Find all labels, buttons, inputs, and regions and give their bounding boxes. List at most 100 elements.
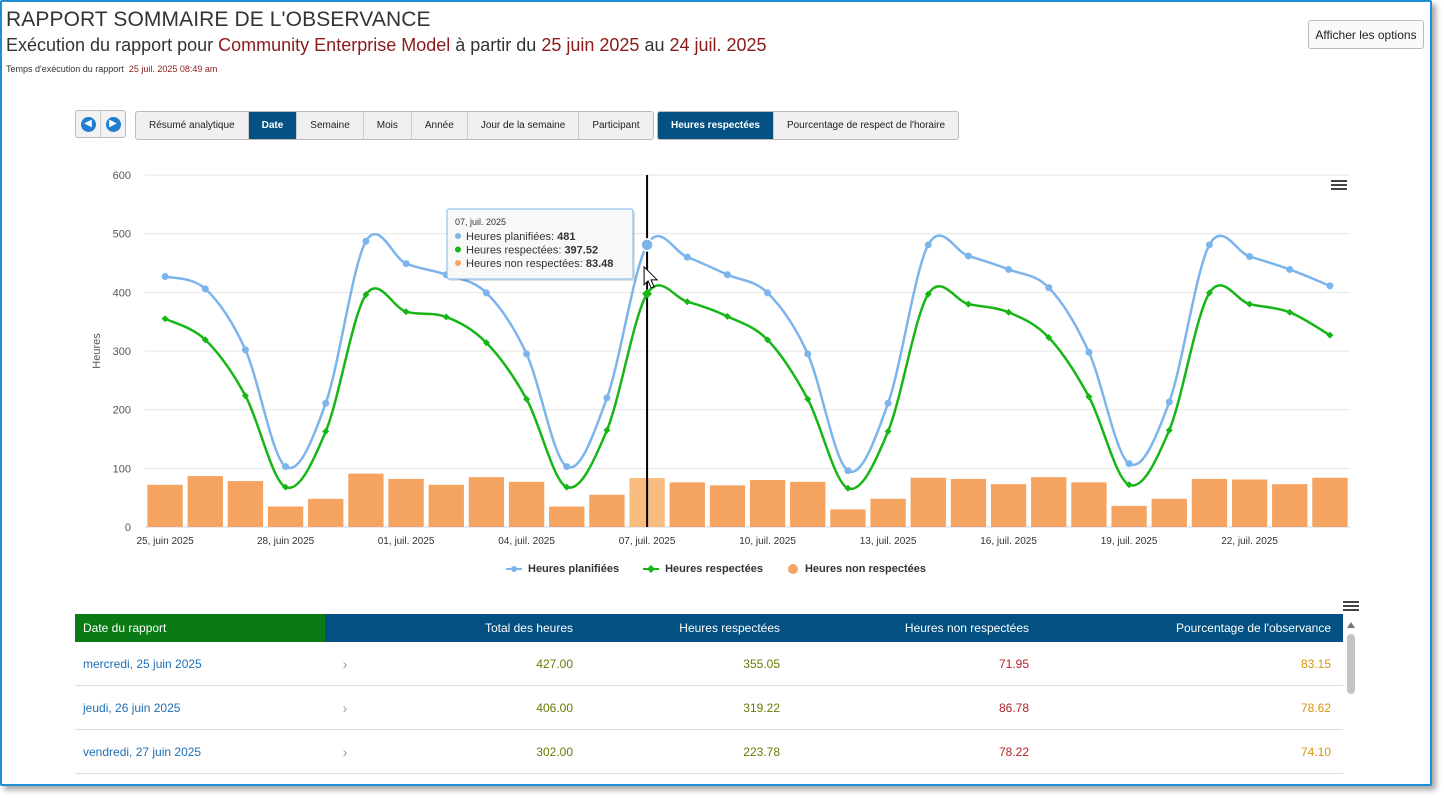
series-line — [164, 232, 1331, 474]
y-tick-label: 300 — [113, 346, 131, 358]
bar-non-respected — [990, 484, 1027, 527]
chevron-right-icon[interactable]: › — [342, 699, 348, 716]
point-respected — [1125, 481, 1133, 489]
point-respected — [442, 313, 450, 321]
col-percent-header[interactable]: Pourcentage de l'observance — [1175, 621, 1331, 635]
show-options-button[interactable]: Afficher les options — [1308, 20, 1424, 49]
point-planned — [161, 272, 169, 280]
bar-non-respected — [227, 481, 264, 527]
chevron-right-icon[interactable]: › — [342, 655, 348, 672]
tab-group-6[interactable]: Participant — [578, 112, 652, 139]
bar-non-respected — [1031, 477, 1067, 527]
chevron-right-icon[interactable]: › — [342, 743, 348, 760]
point-respected — [241, 392, 249, 400]
row-date-link[interactable]: mercredi, 25 juin 2025 — [83, 656, 202, 671]
bar-non-respected — [790, 481, 826, 527]
mouse-cursor-icon — [643, 265, 659, 289]
point-respected — [402, 308, 410, 316]
chart-menu-icon[interactable] — [1331, 178, 1347, 192]
col-not-respected-header[interactable]: Heures non respectées — [904, 621, 1029, 635]
table-scrollbar[interactable] — [1346, 622, 1356, 782]
point-respected — [964, 300, 972, 308]
tab-group-3[interactable]: Mois — [362, 112, 411, 139]
table-row[interactable]: mercredi, 25 juin 2025 › 427.00 355.05 71.95… — [75, 642, 1343, 686]
point-respected — [482, 339, 490, 347]
scroll-up-icon[interactable] — [1347, 622, 1355, 628]
point-planned — [1165, 398, 1173, 406]
point-respected — [161, 315, 169, 323]
bar-non-respected — [468, 477, 505, 527]
x-tick-label: 16, juil. 2025 — [980, 536, 1037, 547]
series-line — [164, 284, 1331, 491]
bar-non-respected — [1231, 479, 1268, 527]
legend-line-icon — [643, 565, 660, 573]
next-period-button[interactable]: ▶ — [100, 111, 125, 137]
legend-item-2[interactable]: Heures non respectées — [787, 563, 926, 575]
point-planned — [523, 350, 531, 358]
col-total-header[interactable]: Total des heures — [484, 621, 573, 635]
bar-non-respected — [910, 477, 946, 527]
row-date-link[interactable]: vendredi, 27 juin 2025 — [83, 744, 202, 759]
bar-non-respected — [1312, 477, 1348, 527]
hours-chart: 0 100 200 300 400 500 600 Heures 25, juin 2025 28… — [91, 170, 1350, 547]
tab-group-0[interactable]: Résumé analytique — [149, 120, 235, 131]
y-axis-label: Heures — [91, 333, 103, 369]
col-date-header[interactable]: Date du rapport — [75, 614, 325, 642]
row-respected-hours: 355.05 — [743, 656, 780, 671]
point-planned — [241, 346, 249, 354]
start-date: 25 juin 2025 — [541, 35, 640, 55]
point-planned — [1205, 241, 1213, 249]
point-planned — [1286, 265, 1294, 273]
col-respected-header[interactable]: Heures respectées — [679, 621, 780, 635]
bar-non-respected — [428, 484, 464, 527]
tab-group-4[interactable]: Année — [410, 112, 467, 139]
point-planned — [563, 463, 571, 471]
point-respected — [201, 336, 209, 344]
legend-item-1[interactable]: Heures respectées — [643, 563, 763, 575]
prev-period-button[interactable]: ◀ — [76, 111, 100, 137]
point-planned — [282, 463, 290, 471]
tab-metric-1[interactable]: Pourcentage de respect de l'horaire — [772, 112, 958, 139]
point-respected — [804, 395, 812, 403]
compliance-table: Date du rapport Total des heures Heures … — [75, 614, 1343, 774]
scroll-thumb[interactable] — [1347, 634, 1355, 694]
x-tick-label: 10, juil. 2025 — [739, 536, 796, 547]
point-planned — [804, 350, 812, 358]
x-tick-label: 25, juin 2025 — [136, 536, 194, 547]
tab-metric-0[interactable]: Heures respectées — [658, 112, 773, 139]
row-respected-hours: 223.78 — [743, 744, 780, 759]
tab-group-5[interactable]: Jour de la semaine — [466, 112, 579, 139]
row-total-hours: 406.00 — [536, 700, 573, 715]
point-respected — [603, 426, 611, 434]
tooltip-box — [446, 208, 634, 280]
point-planned — [1125, 460, 1133, 468]
x-tick-label: 22, juil. 2025 — [1221, 536, 1278, 547]
row-date-link[interactable]: jeudi, 26 juin 2025 — [83, 700, 181, 715]
point-planned — [723, 271, 731, 279]
table-menu-icon[interactable] — [1343, 599, 1359, 613]
y-tick-label: 400 — [113, 287, 131, 299]
tooltip-dot — [455, 260, 461, 266]
bar-non-respected — [549, 506, 585, 527]
legend-line-icon — [506, 566, 522, 572]
point-respected — [844, 484, 852, 492]
point-respected — [642, 288, 653, 299]
tab-group-2[interactable]: Semaine — [296, 112, 362, 139]
point-planned — [402, 260, 410, 268]
bar-non-respected — [749, 480, 786, 527]
tooltip-date: 07, juil. 2025 — [455, 217, 506, 227]
legend-item-0[interactable]: Heures planifiées — [506, 563, 619, 575]
tooltip-row: Heures planifiées: 481 — [466, 231, 575, 243]
tab-group-1[interactable]: Date — [247, 112, 297, 139]
metric-tabs: Heures respectées Pourcentage de respect … — [657, 111, 960, 140]
bar-non-respected — [1071, 482, 1107, 527]
bar-non-respected — [709, 485, 746, 527]
tooltip-dot — [455, 233, 461, 239]
bar-non-respected — [870, 498, 906, 527]
table-row[interactable]: vendredi, 27 juin 2025 › 302.00 223.78 78.22… — [75, 730, 1343, 774]
page-title: RAPPORT SOMMAIRE DE L'OBSERVANCE — [6, 8, 431, 31]
x-tick-label: 04, juil. 2025 — [498, 536, 555, 547]
table-row[interactable]: jeudi, 26 juin 2025 › 406.00 319.22 86.78 78.… — [75, 686, 1343, 730]
y-tick-label: 0 — [125, 522, 131, 534]
x-tick-label: 13, juil. 2025 — [860, 536, 917, 547]
